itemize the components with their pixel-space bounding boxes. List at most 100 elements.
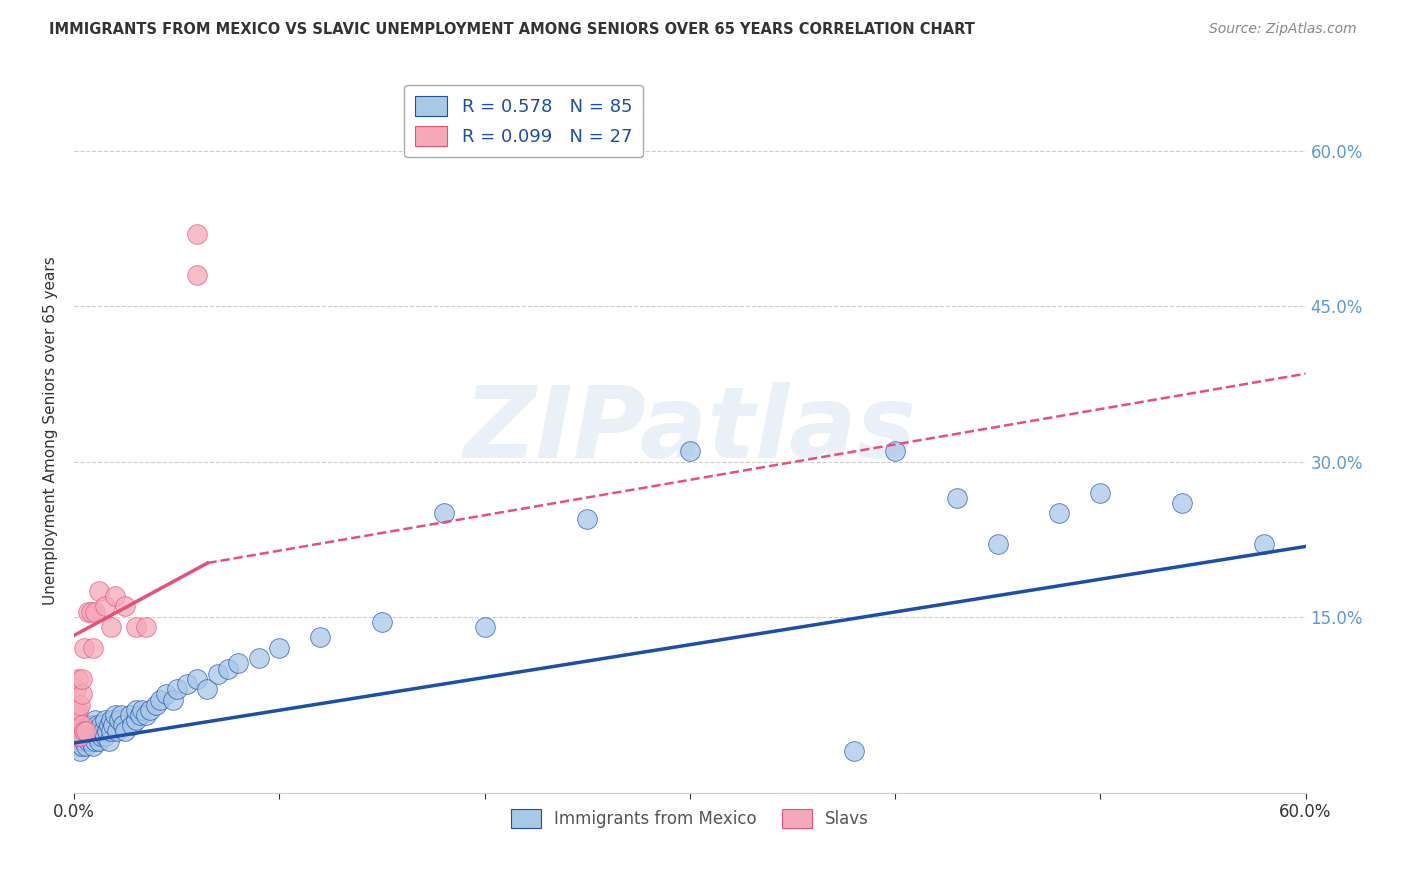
Point [842, 744, 865, 758]
Text: ZIPatlas: ZIPatlas [463, 382, 917, 479]
Point [65, 703, 87, 717]
Point [67, 703, 90, 717]
Point [104, 589, 127, 603]
Point [82, 640, 104, 655]
Point [207, 666, 229, 681]
Point [75, 723, 97, 738]
Point [186, 268, 208, 283]
Point [69, 744, 91, 758]
Point [432, 506, 454, 520]
Point [83, 605, 105, 619]
Point [124, 703, 146, 717]
Point [124, 713, 146, 727]
Point [79, 605, 101, 619]
Point [186, 672, 208, 686]
Point [110, 708, 132, 723]
Point [87, 723, 110, 738]
Point [309, 631, 332, 645]
Point [77, 723, 100, 738]
Point [162, 692, 184, 706]
Point [371, 615, 394, 629]
Point [67, 713, 90, 727]
Point [86, 729, 108, 743]
Point [91, 723, 114, 738]
Point [79, 734, 101, 748]
Point [1090, 485, 1112, 500]
Point [100, 713, 122, 727]
Point [73, 723, 96, 738]
Point [131, 703, 153, 717]
Point [77, 718, 100, 732]
Point [72, 739, 94, 753]
Point [73, 718, 96, 732]
Point [247, 651, 270, 665]
Point [65, 734, 87, 748]
Point [94, 729, 117, 743]
Point [197, 682, 219, 697]
Point [576, 511, 599, 525]
Legend: Immigrants from Mexico, Slavs: Immigrants from Mexico, Slavs [505, 803, 876, 835]
Point [83, 723, 105, 738]
Point [87, 734, 110, 748]
Point [77, 734, 100, 748]
Point [98, 718, 121, 732]
Text: IMMIGRANTS FROM MEXICO VS SLAVIC UNEMPLOYMENT AMONG SENIORS OVER 65 YEARS CORREL: IMMIGRANTS FROM MEXICO VS SLAVIC UNEMPLO… [49, 22, 976, 37]
Point [145, 698, 167, 712]
Point [79, 723, 101, 738]
Point [155, 687, 177, 701]
Point [94, 713, 117, 727]
Point [90, 718, 112, 732]
Point [75, 723, 97, 738]
Point [124, 620, 146, 634]
Point [73, 729, 96, 743]
Point [87, 583, 110, 598]
Point [75, 729, 97, 743]
Point [86, 718, 108, 732]
Point [67, 739, 90, 753]
Point [945, 491, 967, 505]
Point [79, 718, 101, 732]
Point [166, 682, 188, 697]
Point [105, 723, 128, 738]
Point [69, 734, 91, 748]
Point [83, 713, 105, 727]
Point [474, 620, 496, 634]
Point [77, 729, 100, 743]
Point [1171, 496, 1194, 510]
Point [226, 657, 249, 671]
Point [94, 599, 117, 614]
Point [679, 444, 702, 458]
Point [139, 703, 162, 717]
Point [149, 692, 172, 706]
Point [65, 729, 87, 743]
Point [69, 698, 91, 712]
Point [101, 718, 124, 732]
Point [82, 739, 104, 753]
Point [75, 739, 97, 753]
Point [69, 718, 91, 732]
Point [69, 729, 91, 743]
Point [217, 661, 239, 675]
Point [114, 599, 136, 614]
Point [100, 620, 122, 634]
Point [83, 734, 105, 748]
Point [72, 729, 94, 743]
Point [73, 640, 96, 655]
Point [114, 723, 136, 738]
Point [269, 640, 291, 655]
Y-axis label: Unemployment Among Seniors over 65 years: Unemployment Among Seniors over 65 years [44, 256, 58, 605]
Point [67, 672, 90, 686]
Point [1253, 537, 1275, 551]
Point [135, 620, 157, 634]
Point [73, 723, 96, 738]
Point [65, 723, 87, 738]
Point [176, 677, 198, 691]
Point [72, 672, 94, 686]
Point [135, 708, 157, 723]
Point [72, 687, 94, 701]
Point [73, 734, 96, 748]
Point [112, 718, 135, 732]
Point [90, 729, 112, 743]
Point [65, 682, 87, 697]
Point [96, 723, 118, 738]
